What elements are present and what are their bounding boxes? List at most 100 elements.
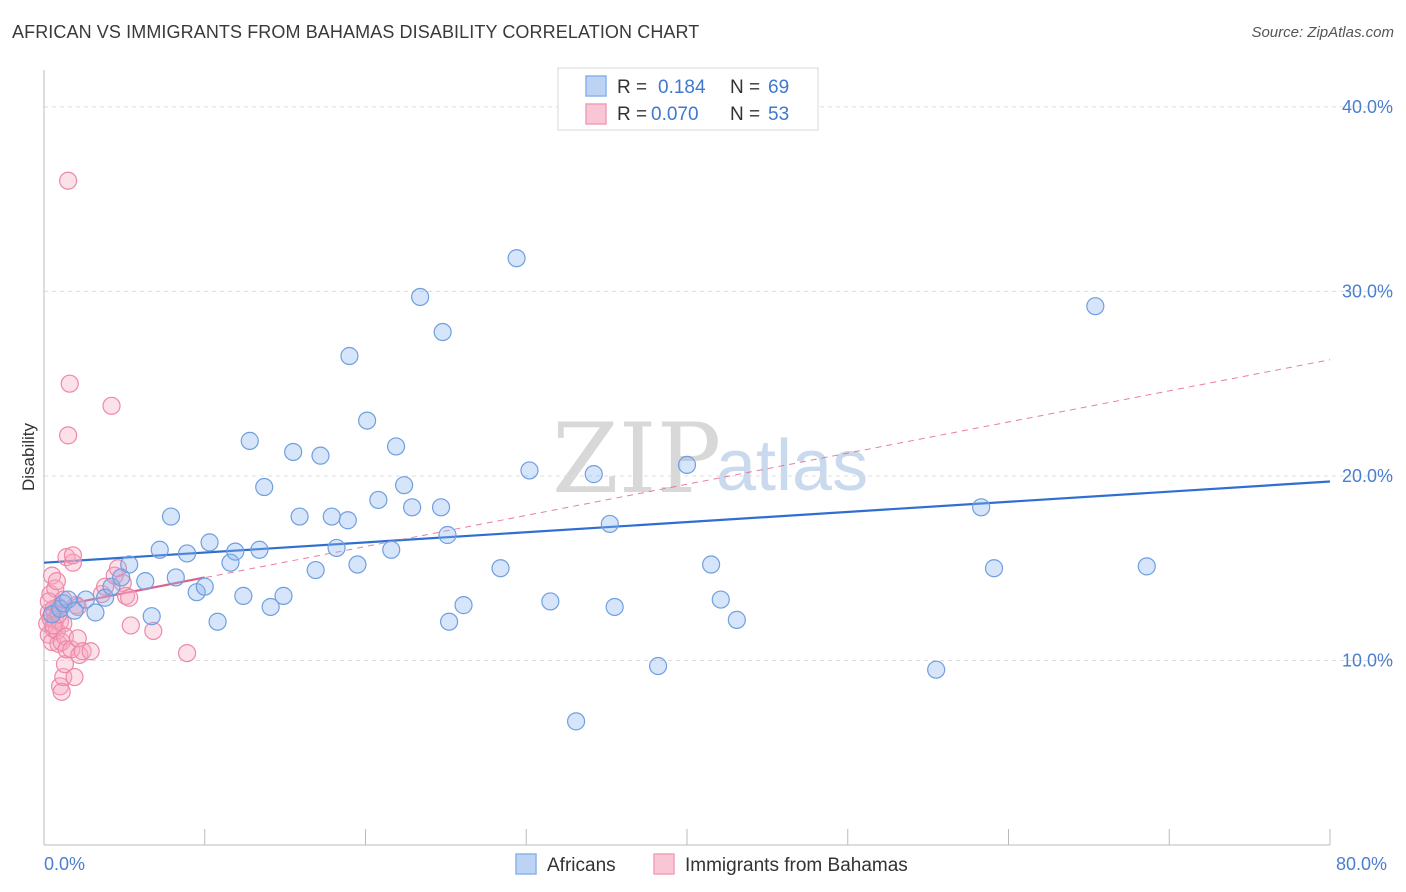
- africans-point: [322, 507, 341, 526]
- africans-point: [358, 411, 377, 430]
- bottom-legend-swatch-bahamas: [653, 853, 675, 875]
- africans-point: [348, 555, 367, 574]
- bahamas-point: [59, 171, 78, 190]
- africans-point: [327, 538, 346, 558]
- bahamas-point: [52, 682, 71, 701]
- africans-point: [677, 455, 697, 474]
- africans-point: [200, 533, 219, 552]
- watermark-zip: ZIP: [552, 403, 721, 515]
- series-bahamas-points: [38, 171, 197, 701]
- africans-point: [120, 555, 139, 574]
- africans-point: [226, 542, 245, 561]
- bottom-legend-label-bahamas: Immigrants from Bahamas: [685, 855, 908, 876]
- legend-n-label-1: N =: [730, 77, 760, 98]
- bahamas-point: [102, 396, 121, 415]
- africans-point: [433, 322, 452, 342]
- legend-r-label-1: R =: [617, 77, 647, 98]
- africans-point: [255, 477, 274, 497]
- africans-point: [727, 610, 746, 629]
- africans-point: [112, 568, 131, 587]
- y-tick-label: 20.0%: [1342, 466, 1393, 486]
- africans-point: [566, 712, 586, 731]
- trendline-africans: [43, 480, 1331, 564]
- africans-point: [234, 586, 253, 605]
- africans-point: [1137, 557, 1156, 576]
- africans-point: [311, 446, 330, 465]
- africans-point: [221, 553, 240, 572]
- africans-point: [520, 461, 539, 480]
- africans-point: [648, 656, 668, 676]
- africans-point: [403, 498, 422, 517]
- bahamas-point: [81, 642, 100, 661]
- africans-point: [306, 560, 325, 580]
- africans-point: [507, 249, 526, 268]
- africans-point: [59, 590, 78, 609]
- africans-point: [439, 612, 459, 631]
- bahamas-point: [144, 621, 163, 641]
- africans-point: [382, 540, 401, 559]
- africans-point: [411, 287, 430, 307]
- africans-point: [431, 498, 451, 517]
- africans-point: [102, 577, 121, 596]
- africans-point: [702, 555, 721, 574]
- bahamas-point: [60, 374, 79, 393]
- x-tick-label-min: 0.0%: [44, 854, 85, 874]
- grid: [44, 106, 1394, 661]
- bahamas-point: [63, 546, 83, 565]
- chart-title: AFRICAN VS IMMIGRANTS FROM BAHAMAS DISAB…: [12, 22, 700, 42]
- africans-point: [150, 540, 169, 559]
- africans-point: [161, 507, 181, 526]
- africans-point: [195, 577, 214, 596]
- africans-point: [984, 559, 1004, 578]
- africans-point: [369, 490, 388, 510]
- africans-point: [95, 588, 115, 607]
- x-tick-label-max: 80.0%: [1336, 854, 1387, 874]
- africans-point: [274, 586, 293, 605]
- bahamas-point: [116, 586, 136, 605]
- bahamas-point: [63, 553, 83, 572]
- africans-point: [290, 507, 309, 526]
- y-tick-label: 30.0%: [1342, 281, 1393, 301]
- bottom-legend-label-africans: Africans: [547, 855, 616, 876]
- africans-point: [338, 511, 357, 530]
- africans-point: [340, 346, 359, 366]
- africans-point: [76, 590, 95, 609]
- bottom-legend-swatch-africans: [515, 853, 537, 875]
- legend-n-label-2: N =: [730, 104, 760, 125]
- y-tick-label: 40.0%: [1342, 97, 1393, 117]
- watermark-atlas: atlas: [716, 426, 868, 506]
- series-africans-points: [42, 249, 1156, 731]
- y-axis-title: Disability: [19, 422, 38, 491]
- africans-point: [166, 568, 185, 587]
- africans-point: [142, 607, 161, 626]
- africans-point: [711, 590, 730, 609]
- africans-point: [972, 498, 991, 517]
- africans-point: [261, 597, 280, 617]
- africans-point: [605, 597, 624, 617]
- africans-point: [250, 540, 269, 559]
- trendline-bahamas-extended: [43, 359, 1331, 610]
- legend-n-value-2: 53: [768, 104, 789, 125]
- bahamas-point: [59, 426, 78, 445]
- watermark: ZIP atlas: [552, 403, 868, 515]
- africans-point: [284, 442, 303, 462]
- y-tick-label: 10.0%: [1342, 650, 1393, 670]
- axes: [43, 70, 1331, 846]
- africans-point: [1086, 297, 1105, 316]
- legend-r-value-1: 0.184: [658, 77, 706, 98]
- bahamas-point: [120, 588, 139, 607]
- tick-labels: 0.0% 80.0% 10.0% 20.0% 30.0% 40.0%: [44, 97, 1393, 874]
- africans-point: [541, 592, 560, 611]
- legend-r-label-2: R =: [617, 104, 647, 125]
- top-legend: R = 0.184 N = 69 R = 0.070 N = 53: [557, 67, 819, 131]
- source-label: Source: ZipAtlas.com: [1251, 24, 1394, 41]
- bahamas-point: [47, 572, 66, 591]
- bahamas-point: [121, 616, 140, 635]
- africans-point: [927, 660, 946, 679]
- africans-point: [208, 612, 227, 631]
- africans-point: [600, 514, 619, 534]
- africans-point: [136, 572, 155, 591]
- bottom-legend: Africans Immigrants from Bahamas: [515, 853, 908, 876]
- legend-r-value-2: 0.070: [651, 104, 699, 125]
